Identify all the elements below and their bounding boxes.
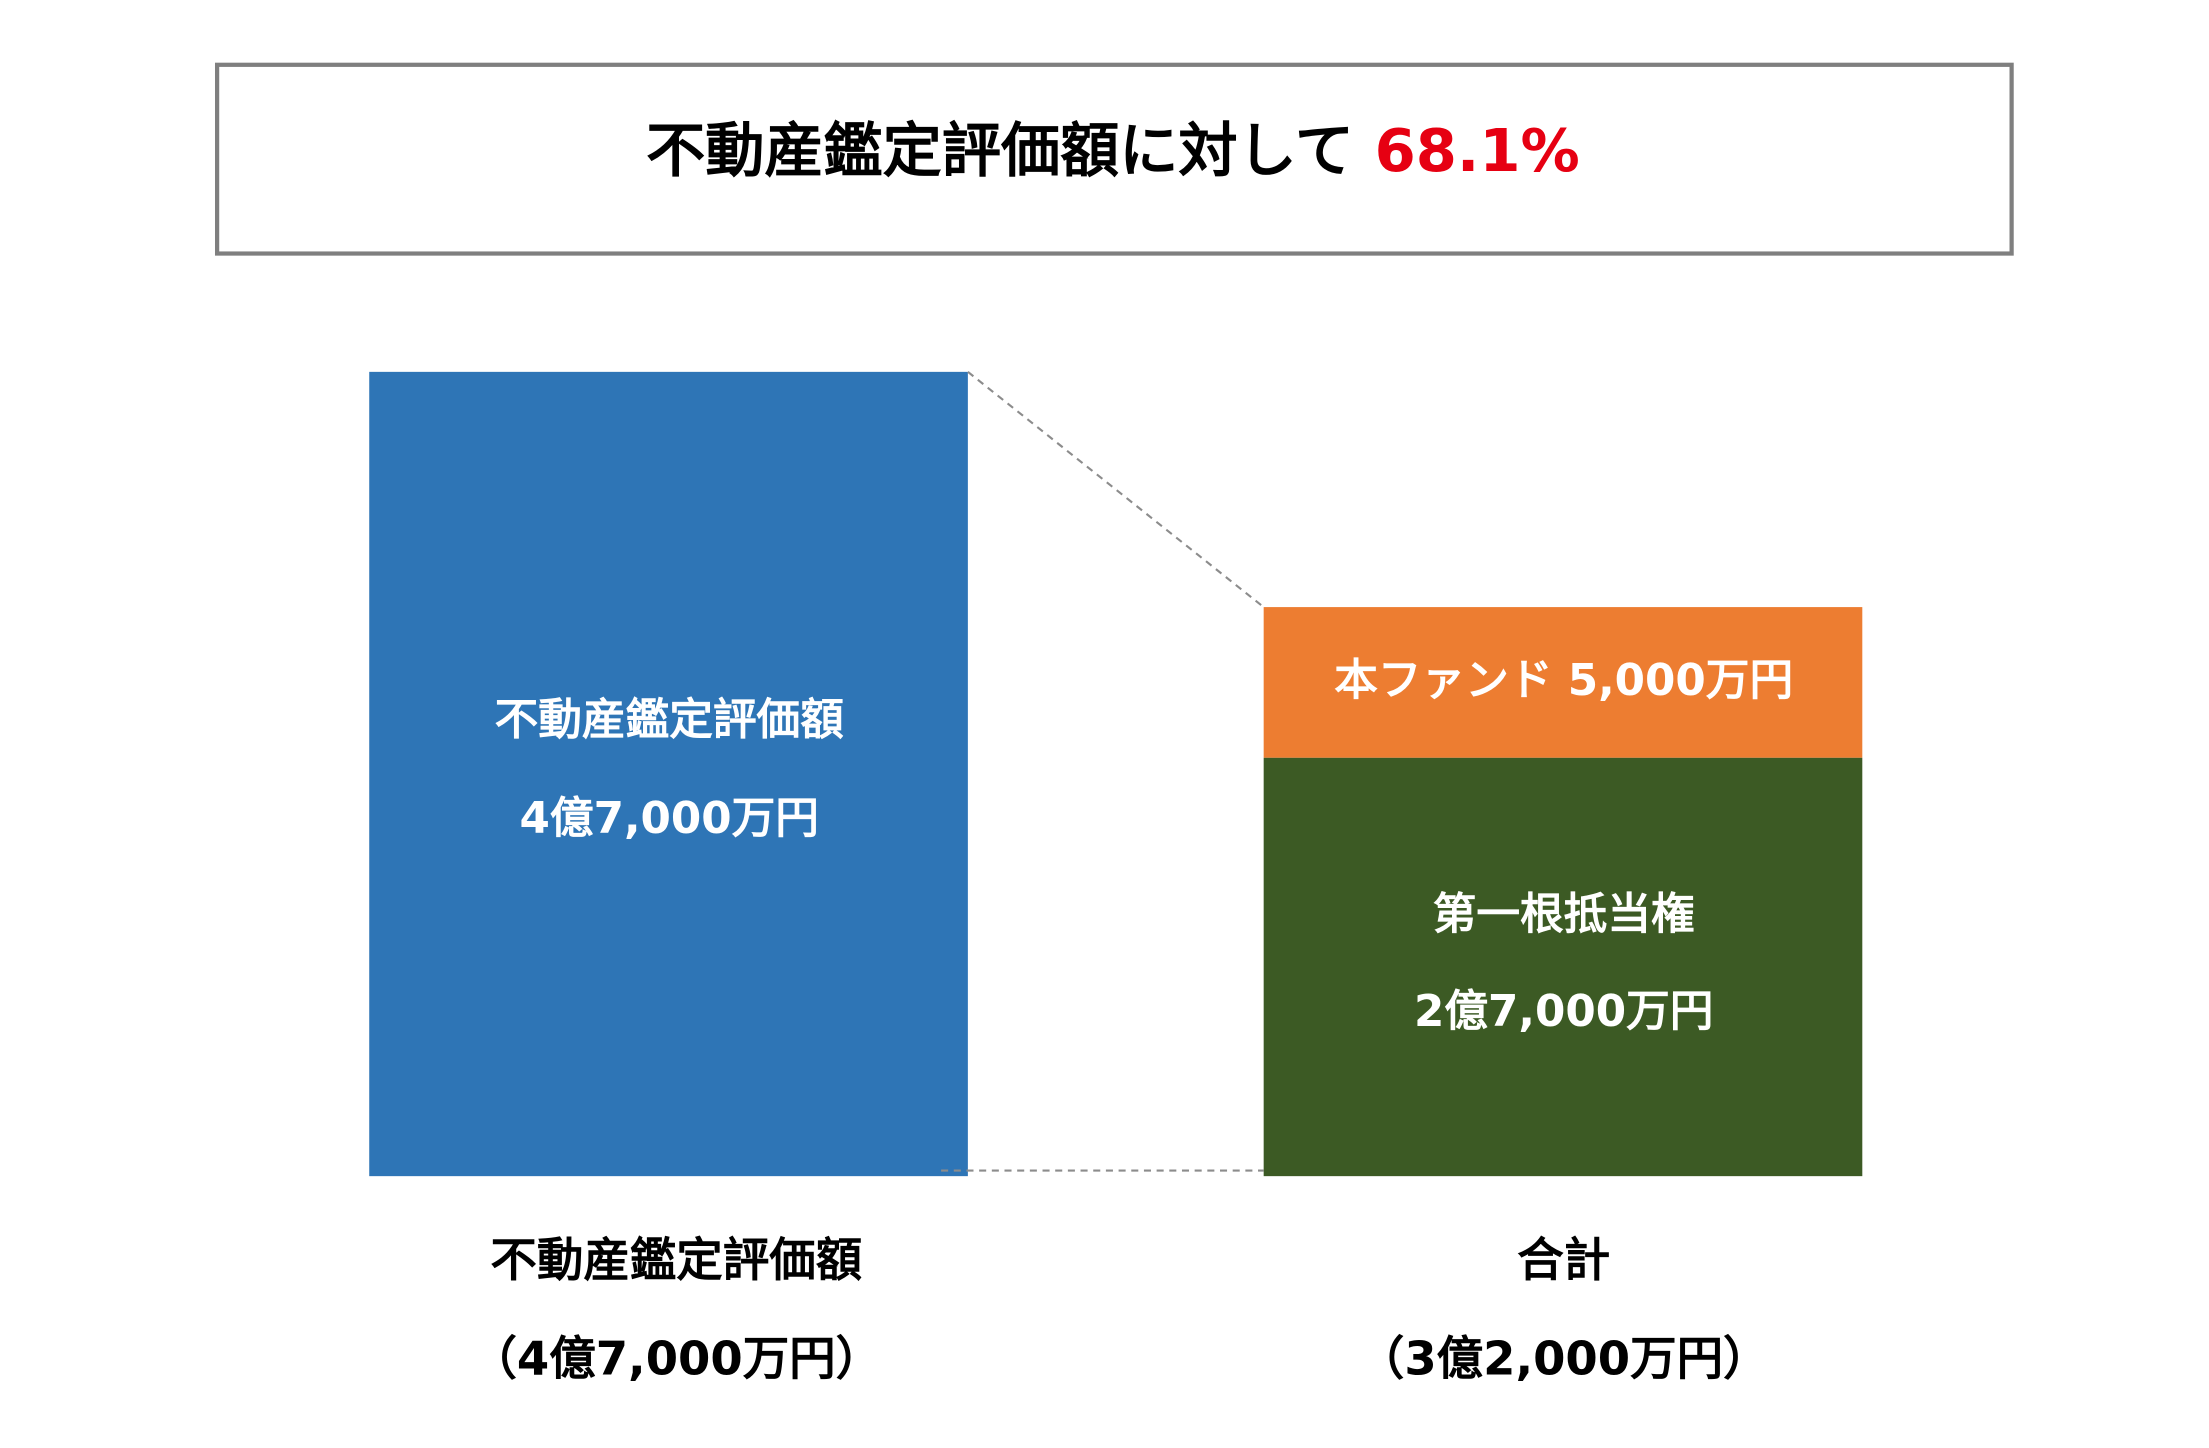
bar-amount: 4億7,000万円: [520, 793, 819, 844]
caption: 合計: [1517, 1233, 1610, 1287]
appraisal-bar: [369, 371, 968, 1177]
caption: 不動産鑑定評価額: [490, 1233, 862, 1287]
header: 不動産鑑定評価額に対して 68.1%: [646, 116, 1580, 185]
bar-label: 本ファンド 5,000万円: [1334, 655, 1793, 706]
bar-label: 不動産鑑定評価額: [495, 695, 844, 746]
fund-bar: [1263, 607, 1863, 758]
header-box: [214, 62, 2014, 256]
header-space: [1354, 116, 1375, 185]
bar-amount: 2億7,000万円: [1414, 986, 1713, 1037]
connector: [967, 371, 1265, 608]
mortgage-bar: [1263, 757, 1863, 1177]
caption-amount: （4億7,000万円）: [470, 1332, 882, 1386]
header-value: 68.1%: [1375, 116, 1580, 185]
caption-amount: （3億2,000万円）: [1358, 1332, 1770, 1386]
header-title: 不動産鑑定評価額に対して: [646, 116, 1354, 185]
bar-label: 第一根抵当権: [1433, 889, 1695, 940]
